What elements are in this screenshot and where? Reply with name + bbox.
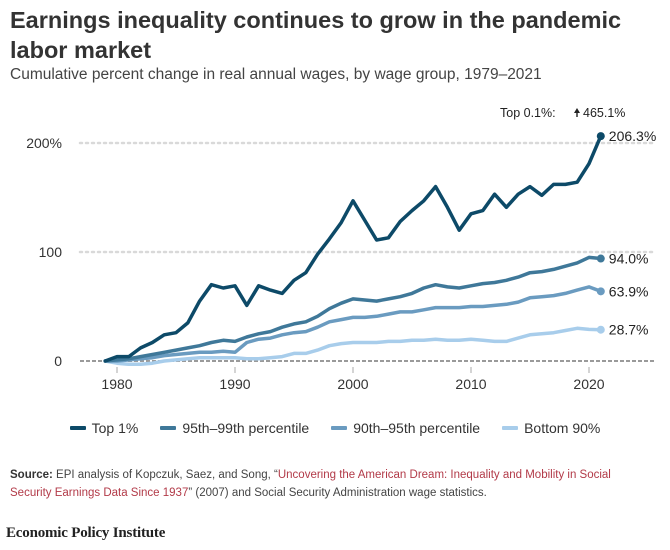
legend-swatch [160, 426, 177, 430]
source-text: EPI analysis of Kopczuk, Saez, and Song,… [52, 469, 278, 481]
end-labels: 28.7% 63.9% 94.0% 206.3% [609, 128, 656, 338]
source-text-after: ” (2007) and Social Security Administrat… [188, 487, 487, 499]
annotation-label: Top 0.1%: [500, 106, 556, 120]
x-tick-label: 2010 [455, 376, 486, 392]
y-axis: 0 100 200% [26, 135, 62, 369]
series-line-bottom-90 [103, 326, 603, 367]
legend-label: Bottom 90% [524, 420, 601, 436]
legend-item-90th-95th-percentile: 90th–95th percentile [331, 420, 480, 436]
legend-swatch [69, 426, 86, 430]
end-point-90th-95th-percentile [596, 287, 605, 296]
up-arrow-icon [574, 108, 580, 117]
end-label-bottom-90: 28.7% [609, 322, 649, 338]
legend-label: 95th–99th percentile [182, 420, 310, 436]
end-point-top-1 [596, 132, 605, 141]
end-point-bottom-90 [596, 325, 605, 334]
x-tick-label: 2020 [573, 376, 604, 392]
source-label: Source: [10, 469, 53, 481]
series-lines [103, 132, 605, 367]
x-tick-label: 1980 [101, 376, 132, 392]
annotation-value: 465.1% [583, 106, 625, 120]
x-tick-label: 1990 [219, 376, 250, 392]
end-label-top-1: 206.3% [609, 128, 656, 144]
y-tick-label: 100 [39, 244, 63, 260]
line-chart: 0 100 200% 1980 1990 2000 2010 2020 28.7% 63.9%… [26, 106, 657, 392]
chart-subtitle: Cumulative percent change in real annual… [10, 66, 542, 83]
end-label-90th-95th-percentile: 63.9% [609, 283, 649, 299]
source-link[interactable]: Uncovering the American Dream: Inequalit… [10, 469, 611, 499]
series-line-top-1 [103, 134, 603, 363]
end-point-95th-99th-percentile [596, 254, 605, 263]
gridlines [78, 141, 657, 362]
y-tick-label: 0 [54, 353, 62, 369]
x-tick-label: 2000 [337, 376, 368, 392]
legend-swatch [331, 426, 348, 430]
y-tick-label: 200% [26, 135, 62, 151]
legend-item-top-1: Top 1% [69, 420, 139, 436]
epi-logo: Economic Policy Institute [6, 525, 166, 541]
legend-label: 90th–95th percentile [353, 420, 481, 436]
legend-label: Top 1% [91, 420, 139, 436]
x-axis: 1980 1990 2000 2010 2020 [101, 367, 605, 392]
series-line-90th-95th-percentile [103, 285, 603, 363]
source-note: Source: EPI analysis of Kopczuk, Saez, a… [10, 466, 650, 502]
legend-item-95th-99th-percentile: 95th–99th percentile [160, 420, 309, 436]
legend-item-bottom-90: Bottom 90% [502, 420, 600, 436]
legend-swatch [502, 426, 519, 430]
top-0-1-annotation: Top 0.1%: 465.1% [500, 106, 625, 120]
series-line-95th-99th-percentile [103, 255, 603, 363]
end-label-95th-99th-percentile: 94.0% [609, 251, 649, 267]
legend: Top 1% 95th–99th percentile 90th–95th perc… [0, 420, 670, 436]
chart-title: Earnings inequality continues to grow in… [10, 7, 622, 63]
